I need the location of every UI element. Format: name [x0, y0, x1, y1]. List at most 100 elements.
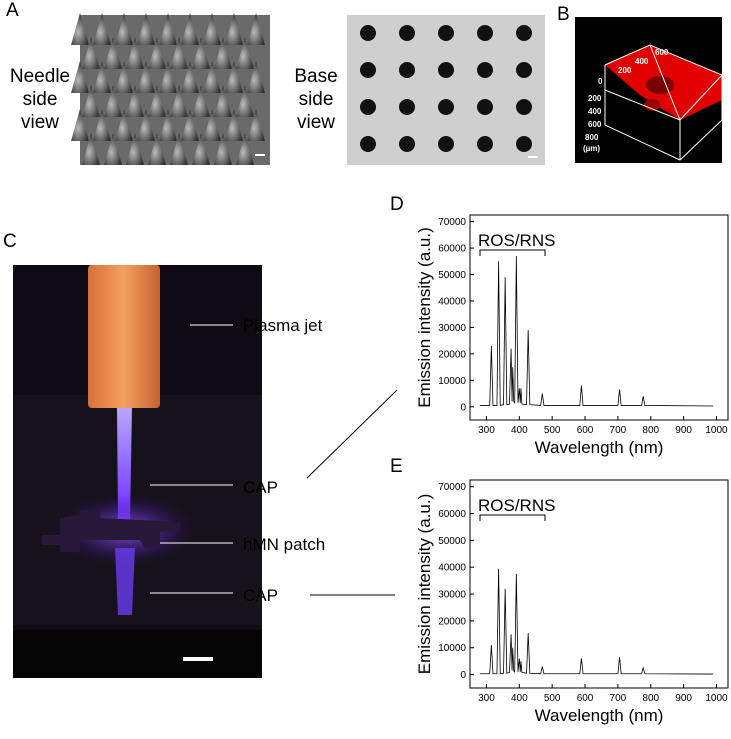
- y-tick-label: 60000: [438, 244, 466, 255]
- x-tick-label: 600: [577, 425, 594, 436]
- needle: [225, 61, 243, 93]
- needle: [115, 109, 133, 141]
- axis-label: 400: [635, 57, 649, 66]
- y-tick-label: 30000: [438, 323, 466, 334]
- needle: [148, 133, 166, 165]
- bracket: [479, 514, 546, 521]
- x-tick-label: 300: [478, 425, 495, 436]
- hole: [438, 62, 454, 78]
- needle: [71, 13, 89, 45]
- needle-image: [71, 13, 270, 165]
- x-tick-label: 800: [642, 425, 659, 436]
- hole: [360, 136, 376, 152]
- caption: Needle: [10, 66, 70, 87]
- panel-label: B: [557, 4, 570, 25]
- x-tick-label: 400: [511, 425, 528, 436]
- hole: [399, 62, 415, 78]
- needle: [225, 13, 243, 45]
- axis-label: 200: [588, 94, 602, 103]
- plasma-photo: [13, 265, 262, 678]
- needle: [247, 13, 265, 45]
- caption: view: [297, 112, 335, 133]
- caption: side: [299, 89, 334, 110]
- y-tick-label: 30000: [438, 590, 466, 601]
- needle: [236, 133, 254, 165]
- needle: [104, 85, 122, 117]
- hole: [438, 99, 454, 115]
- hole: [399, 136, 415, 152]
- hole: [438, 25, 454, 41]
- scale-bar: [255, 154, 265, 156]
- x-tick-label: 700: [610, 693, 627, 704]
- axis-label: (µm): [583, 144, 600, 153]
- hole: [360, 99, 376, 115]
- y-tick-label: 10000: [438, 643, 466, 654]
- needle: [104, 133, 122, 165]
- hole: [360, 25, 376, 41]
- spectrum-line: [479, 255, 714, 407]
- x-tick-label: 900: [675, 693, 692, 704]
- needle: [170, 37, 188, 69]
- axis-label: 0: [598, 77, 603, 86]
- needle: [126, 85, 144, 117]
- annotation: CAP: [243, 586, 278, 605]
- needle: [214, 37, 232, 69]
- needle: [93, 109, 111, 141]
- needle: [71, 109, 89, 141]
- hole: [477, 62, 493, 78]
- needle: [82, 37, 100, 69]
- needle: [82, 133, 100, 165]
- panel-label: A: [6, 0, 19, 21]
- needle: [225, 109, 243, 141]
- panel-label: D: [390, 194, 404, 215]
- y-tick-label: 70000: [438, 217, 466, 228]
- x-tick-label: 1000: [705, 425, 728, 436]
- needle: [115, 13, 133, 45]
- y-tick-label: 0: [460, 670, 466, 681]
- scale-bar: [528, 156, 538, 158]
- y-tick-label: 40000: [438, 563, 466, 574]
- needle: [203, 61, 221, 93]
- annotation: ROS/RNS: [478, 231, 555, 250]
- needle: [214, 133, 232, 165]
- annotation: hMN patch: [243, 535, 325, 554]
- x-tick-label: 300: [478, 693, 495, 704]
- needle: [126, 133, 144, 165]
- needle: [115, 61, 133, 93]
- hole: [477, 25, 493, 41]
- x-tick-label: 600: [577, 693, 594, 704]
- plot-frame: [469, 214, 729, 421]
- needle: [181, 61, 199, 93]
- axis-label: 800: [585, 133, 599, 142]
- caption: side: [23, 89, 58, 110]
- needle: [203, 109, 221, 141]
- needle: [192, 85, 210, 117]
- needle: [71, 61, 89, 93]
- needle: [137, 13, 155, 45]
- needle: [159, 109, 177, 141]
- x-tick-label: 500: [544, 425, 561, 436]
- plot-frame: [469, 479, 729, 689]
- x-axis-label: Wavelength (nm): [535, 438, 664, 457]
- x-axis-label: Wavelength (nm): [535, 706, 664, 725]
- y-axis-label: Emission intensity (a.u.): [415, 494, 434, 674]
- panel-label: C: [3, 231, 17, 252]
- axis-label: 200: [618, 66, 632, 75]
- y-tick-label: 20000: [438, 349, 466, 360]
- needle: [148, 37, 166, 69]
- needle: [159, 61, 177, 93]
- needle: [236, 37, 254, 69]
- leader-lines: [150, 324, 233, 594]
- panel-label: E: [390, 456, 403, 477]
- x-tick-label: 700: [610, 425, 627, 436]
- caption: view: [21, 112, 59, 133]
- hole: [399, 25, 415, 41]
- bracket: [479, 249, 546, 256]
- hole: [516, 99, 532, 115]
- y-axis-label: Emission intensity (a.u.): [415, 227, 434, 407]
- needle: [137, 61, 155, 93]
- needle: [181, 109, 199, 141]
- needle: [126, 37, 144, 69]
- needle: [181, 13, 199, 45]
